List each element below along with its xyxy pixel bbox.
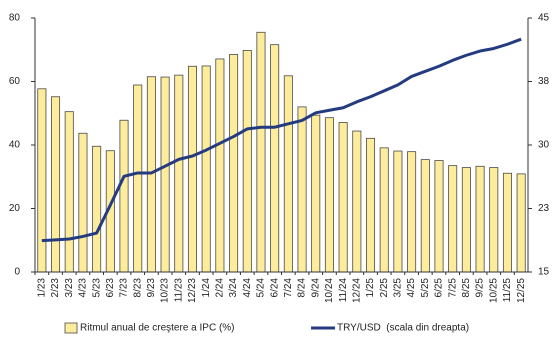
bar	[448, 165, 458, 273]
x-tick-label: 12/25	[516, 278, 527, 303]
bar	[379, 147, 389, 273]
bar	[37, 88, 47, 273]
x-tick-label: 9/24	[310, 278, 321, 298]
x-tick-label: 11/25	[502, 278, 513, 303]
bar	[201, 65, 211, 273]
x-tick-label: 5/23	[91, 278, 102, 298]
bar	[215, 58, 225, 273]
x-tick-label: 5/24	[256, 278, 267, 298]
x-tick-label: 10/25	[488, 278, 499, 303]
x-tick-label: 12/23	[187, 278, 198, 303]
x-tick-label: 1/25	[365, 278, 376, 298]
x-tick-label: 6/23	[105, 278, 116, 298]
x-tick-label: 11/24	[338, 278, 349, 303]
x-tick-label: 10/23	[160, 278, 171, 303]
bar	[174, 74, 184, 273]
x-tick-label: 4/23	[78, 278, 89, 298]
bar	[324, 117, 334, 273]
x-tick-label: 2/24	[215, 278, 226, 298]
x-tick-label: 7/24	[283, 278, 294, 298]
y2-tick-label: 38	[538, 76, 550, 87]
x-tick-label: 6/25	[434, 278, 445, 298]
bar	[489, 167, 499, 273]
x-tick-label: 12/24	[351, 278, 362, 303]
bar	[352, 130, 362, 273]
bar	[297, 106, 307, 273]
bar	[475, 165, 485, 273]
y-tick-label: 40	[9, 140, 21, 151]
y-tick-label: 0	[14, 267, 20, 278]
bar	[133, 84, 143, 273]
legend-label: TRY/USD (scala din dreapta)	[337, 323, 469, 334]
x-tick-label: 6/24	[269, 278, 280, 298]
x-tick-label: 4/25	[406, 278, 417, 298]
bar	[78, 132, 88, 273]
bar	[311, 114, 321, 273]
x-tick-label: 8/25	[461, 278, 472, 298]
x-tick-label: 3/23	[64, 278, 75, 298]
x-tick-label: 3/25	[393, 278, 404, 298]
bar	[366, 137, 376, 273]
x-tick-label: 8/24	[297, 278, 308, 298]
y-tick-label: 60	[9, 76, 21, 87]
y2-tick-label: 45	[538, 13, 550, 24]
x-tick-label: 7/23	[119, 278, 130, 298]
bar	[64, 111, 74, 273]
bar	[338, 122, 348, 273]
legend-swatch	[64, 322, 78, 334]
bar	[92, 145, 102, 273]
y2-tick-label: 23	[538, 203, 550, 214]
x-tick-label: 1/23	[36, 278, 47, 298]
bar	[434, 160, 444, 273]
bar	[407, 151, 417, 273]
x-tick-label: 11/23	[173, 278, 184, 303]
x-tick-label: 1/24	[201, 278, 212, 298]
x-tick-label: 8/23	[132, 278, 143, 298]
bar	[229, 54, 239, 273]
y2-tick-label: 15	[538, 267, 550, 278]
x-tick-label: 9/25	[475, 278, 486, 298]
x-tick-label: 5/25	[420, 278, 431, 298]
bar	[270, 44, 280, 273]
bar	[160, 76, 170, 273]
x-tick-label: 7/25	[447, 278, 458, 298]
bar	[242, 49, 252, 273]
x-tick-label: 9/23	[146, 278, 157, 298]
bar	[461, 167, 471, 273]
bar	[51, 96, 61, 273]
y2-tick-label: 30	[538, 140, 550, 151]
x-tick-label: 3/24	[228, 278, 239, 298]
y-tick-label: 80	[9, 13, 21, 24]
x-tick-label: 10/24	[324, 278, 335, 303]
x-tick-label: 2/25	[379, 278, 390, 298]
bar	[256, 31, 266, 273]
bar	[283, 75, 293, 273]
bar	[187, 65, 197, 273]
x-tick-label: 2/23	[50, 278, 61, 298]
legend-label: Ritmul anual de creştere a IPC (%)	[80, 323, 235, 334]
bar	[119, 119, 129, 273]
bar	[393, 150, 403, 273]
x-tick-label: 4/24	[242, 278, 253, 298]
bar	[502, 172, 512, 273]
y-tick-label: 20	[9, 203, 21, 214]
bar	[516, 173, 526, 273]
bar	[420, 159, 430, 273]
line	[41, 37, 522, 243]
